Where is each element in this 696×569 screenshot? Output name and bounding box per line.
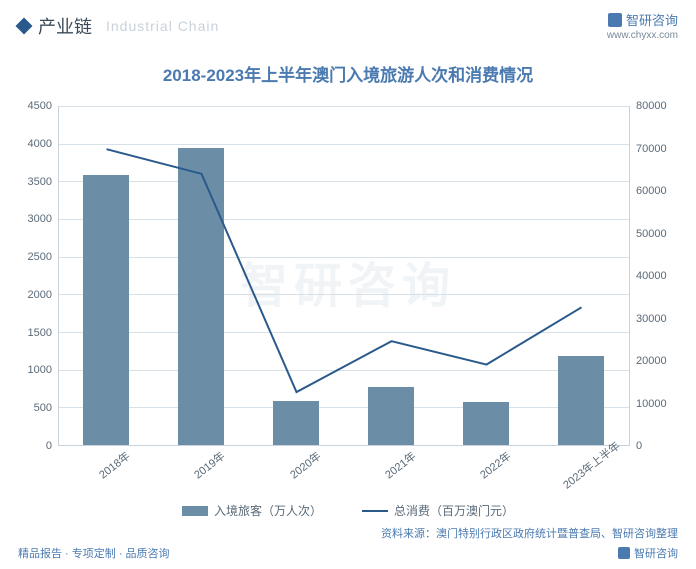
brand-url: www.chyxx.com — [607, 30, 678, 41]
bars-container — [59, 106, 629, 445]
y-left-tick: 2500 — [28, 251, 52, 263]
header: 产业链 Industrial Chain 智研咨询 www.chyxx.com — [0, 0, 696, 47]
chart-wrapper: 2018-2023年上半年澳门入境旅游人次和消费情况 0500100015002… — [0, 61, 696, 519]
bar — [178, 148, 224, 445]
y-right-tick: 30000 — [636, 313, 667, 325]
y-left-tick: 3500 — [28, 176, 52, 188]
bar — [368, 387, 414, 445]
y-left-tick: 3000 — [28, 213, 52, 225]
y-right-tick: 70000 — [636, 143, 667, 155]
brand-icon — [618, 547, 630, 559]
y-right-tick: 40000 — [636, 270, 667, 282]
chart-area: 050010001500200025003000350040004500 010… — [58, 106, 630, 446]
y-right-tick: 10000 — [636, 398, 667, 410]
y-right-tick: 20000 — [636, 355, 667, 367]
footer: 精品报告 · 专项定制 · 品质咨询 智研咨询 — [0, 541, 696, 569]
source-line: 资料来源：澳门特别行政区政府统计暨普查局、智研咨询整理 — [0, 519, 696, 541]
y-left-tick: 0 — [46, 440, 52, 452]
header-left: 产业链 Industrial Chain — [18, 13, 219, 39]
y-left-tick: 500 — [34, 402, 52, 414]
y-left-tick: 2000 — [28, 289, 52, 301]
bar-slot — [154, 106, 249, 445]
y-right-tick: 0 — [636, 440, 642, 452]
y-left-tick: 4500 — [28, 100, 52, 112]
bar-slot — [344, 106, 439, 445]
brand: 智研咨询 — [607, 10, 678, 29]
y-right-tick: 80000 — [636, 100, 667, 112]
bar-slot — [439, 106, 534, 445]
footer-tagline: 精品报告 · 专项定制 · 品质咨询 — [18, 545, 170, 561]
header-right: 智研咨询 www.chyxx.com — [607, 10, 678, 41]
chart-title: 2018-2023年上半年澳门入境旅游人次和消费情况 — [18, 61, 678, 86]
legend-item-bars: 入境旅客（万人次） — [182, 502, 322, 519]
footer-brand-name: 智研咨询 — [634, 545, 678, 561]
footer-brand: 智研咨询 — [618, 545, 678, 561]
y-left-tick: 1500 — [28, 327, 52, 339]
bar-slot — [59, 106, 154, 445]
legend-bar-swatch — [182, 506, 208, 516]
bar-slot — [249, 106, 344, 445]
bar-slot — [534, 106, 629, 445]
diamond-icon — [16, 17, 33, 34]
legend-line-label: 总消费（百万澳门元） — [394, 502, 514, 519]
plot-area — [58, 106, 630, 446]
legend: 入境旅客（万人次） 总消费（百万澳门元） — [18, 502, 678, 519]
bar — [558, 356, 604, 445]
section-title: 产业链 — [38, 13, 92, 39]
legend-item-line: 总消费（百万澳门元） — [362, 502, 514, 519]
y-axis-left: 050010001500200025003000350040004500 — [18, 106, 56, 446]
y-left-tick: 1000 — [28, 364, 52, 376]
bar — [83, 175, 129, 445]
bar — [273, 401, 319, 445]
x-axis-labels: 2018年2019年2020年2021年2022年2023年上半年 — [58, 454, 630, 476]
brand-name: 智研咨询 — [626, 10, 678, 29]
y-right-tick: 50000 — [636, 228, 667, 240]
legend-line-swatch — [362, 510, 388, 512]
legend-bar-label: 入境旅客（万人次） — [214, 502, 322, 519]
y-axis-right: 0100002000030000400005000060000700008000… — [632, 106, 678, 446]
y-right-tick: 60000 — [636, 185, 667, 197]
brand-icon — [608, 13, 622, 27]
section-title-en: Industrial Chain — [106, 18, 219, 34]
bar — [463, 402, 509, 445]
y-left-tick: 4000 — [28, 138, 52, 150]
